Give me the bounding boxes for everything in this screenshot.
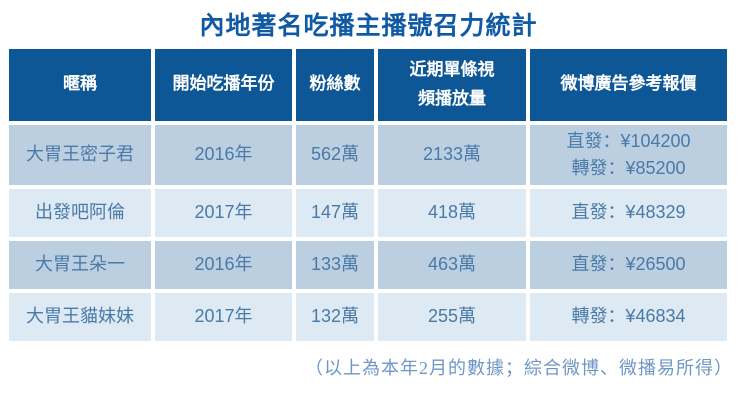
table-row: 出發吧阿倫 2017年 147萬 418萬 直發：¥48329	[9, 188, 727, 237]
cell-followers: 562萬	[296, 124, 374, 185]
ad-price-line1: 直發：¥104200	[566, 130, 691, 151]
cell-start-year: 2017年	[155, 292, 292, 341]
cell-followers: 132萬	[296, 292, 374, 341]
ad-price-line1: 轉發：¥46834	[571, 306, 686, 326]
cell-recent-views: 2133萬	[378, 124, 526, 185]
column-header-nickname: 暱稱	[9, 48, 151, 121]
cell-nickname: 大胃王貓妹妹	[9, 292, 151, 341]
cell-ad-price: 直發：¥26500	[530, 240, 727, 289]
data-source-footnote: （以上為本年2月的數據；綜合微博、微播易所得）	[305, 357, 733, 378]
page-title: 內地著名吃播主播號召力統計	[199, 12, 538, 40]
column-header-followers: 粉絲數	[296, 48, 374, 121]
streamer-stats-table: 暱稱 開始吃播年份 粉絲數 近期單條視 頻播放量 微博廣告參考報價 大胃王	[5, 45, 731, 345]
column-header-recent-video-views: 近期單條視 頻播放量	[378, 48, 526, 121]
cell-nickname: 大胃王密子君	[9, 124, 151, 185]
cell-ad-price: 直發：¥48329	[530, 188, 727, 237]
cell-start-year: 2017年	[155, 188, 292, 237]
column-header-label: 粉絲數	[309, 74, 361, 94]
column-header-label-line1: 近期單條視	[409, 60, 495, 80]
table-row: 大胃王朵一 2016年 133萬 463萬 直發：¥26500	[9, 240, 727, 289]
column-header-label: 暱稱	[63, 74, 97, 94]
cell-ad-price: 直發：¥104200 轉發：¥85200	[530, 124, 727, 185]
cell-nickname: 出發吧阿倫	[9, 188, 151, 237]
cell-recent-views: 463萬	[378, 240, 526, 289]
ad-price-line2: 轉發：¥85200	[571, 157, 686, 178]
table-row: 大胃王密子君 2016年 562萬 2133萬 直發：¥104200 轉發：¥8…	[9, 124, 727, 185]
ad-price-line1: 直發：¥26500	[571, 254, 686, 274]
cell-start-year: 2016年	[155, 240, 292, 289]
cell-followers: 133萬	[296, 240, 374, 289]
column-header-label-line2: 頻播放量	[418, 88, 486, 108]
cell-ad-price: 轉發：¥46834	[530, 292, 727, 341]
column-header-weibo-ad-price: 微博廣告參考報價	[530, 48, 727, 121]
cell-nickname: 大胃王朵一	[9, 240, 151, 289]
cell-start-year: 2016年	[155, 124, 292, 185]
cell-followers: 147萬	[296, 188, 374, 237]
column-header-start-year: 開始吃播年份	[155, 48, 292, 121]
column-header-label: 微博廣告參考報價	[560, 74, 697, 94]
column-header-label: 開始吃播年份	[172, 74, 275, 94]
table-row: 大胃王貓妹妹 2017年 132萬 255萬 轉發：¥46834	[9, 292, 727, 341]
ad-price-line1: 直發：¥48329	[571, 202, 686, 222]
cell-recent-views: 418萬	[378, 188, 526, 237]
table-header-row: 暱稱 開始吃播年份 粉絲數 近期單條視 頻播放量 微博廣告參考報價	[9, 48, 727, 121]
cell-recent-views: 255萬	[378, 292, 526, 341]
